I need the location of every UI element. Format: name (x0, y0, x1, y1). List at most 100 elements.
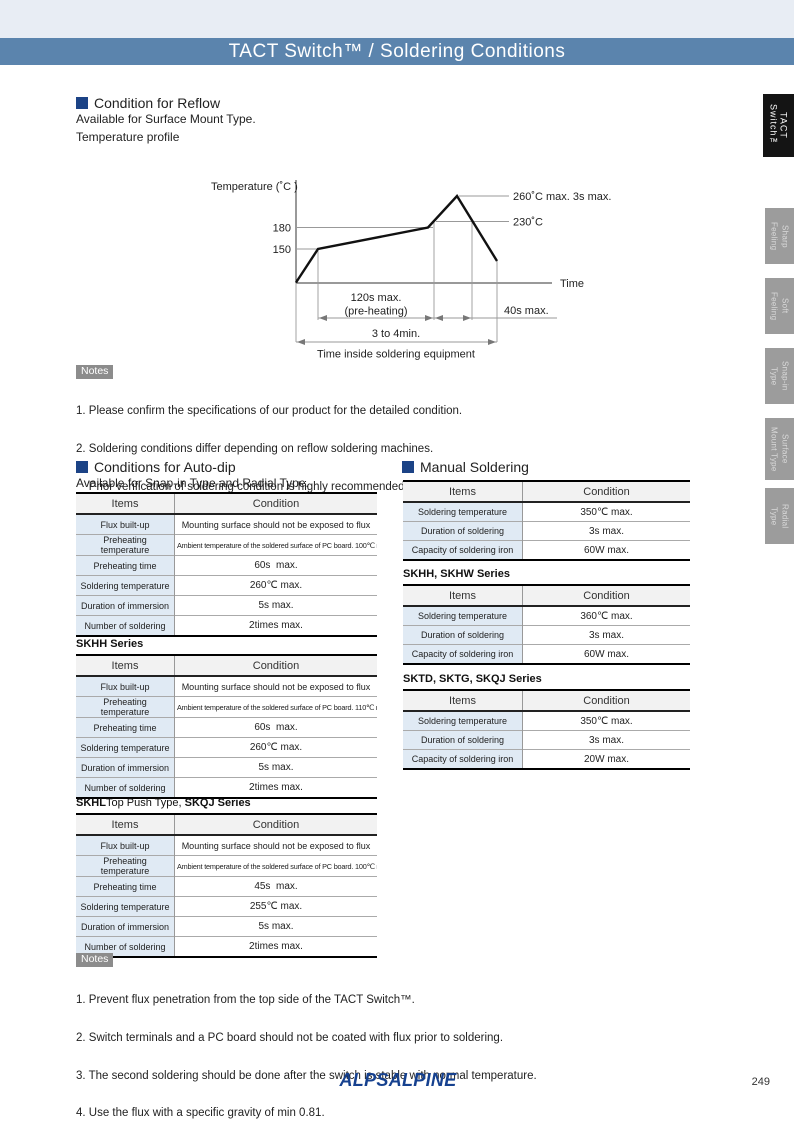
table-row: Duration of soldering 3s max. (403, 730, 690, 750)
item-cell: Capacity of soldering iron (403, 644, 523, 664)
col-header-condition: Condition (174, 493, 377, 515)
skhl-skqj-series-table: Items Condition Flux built-up Mounting surf… (76, 813, 377, 958)
condition-cell: Ambient temperature of the soldered surf… (174, 534, 377, 556)
table-row: Number of soldering 2times max. (76, 936, 377, 957)
cool-time-label: 40s max. (504, 305, 549, 317)
condition-cell: 255℃ max. (174, 896, 377, 917)
table-row: Capacity of soldering iron 20W max. (403, 749, 690, 769)
item-cell: Soldering temperature (403, 501, 523, 522)
sidebar-tab-snap-in-type[interactable]: Snap-in Type (765, 348, 794, 404)
condition-cell: 2times max. (174, 777, 377, 798)
table-row: Preheating time 60s max. (76, 555, 377, 576)
preheat-note-label: (pre-heating) (345, 306, 408, 318)
square-bullet-icon (76, 461, 88, 473)
table-row: Preheating time 45s max. (76, 876, 377, 897)
table-row: Flux built-up Mounting surface should not… (76, 834, 377, 856)
table-row: Preheating time 60s max. (76, 717, 377, 738)
item-cell: Capacity of soldering iron (403, 749, 523, 769)
item-cell: Duration of immersion (76, 595, 175, 616)
page-title-text: TACT Switch™ / Soldering Conditions (228, 41, 566, 62)
reflow-notes: 1. Please confirm the specifications of … (76, 381, 462, 518)
item-cell: Duration of soldering (403, 521, 523, 541)
note-line: 1. Please confirm the specifications of … (76, 405, 463, 417)
level-annotation: 230˚C (513, 217, 543, 229)
condition-cell: Ambient temperature of the soldered surf… (174, 696, 377, 718)
table-row: Preheating temperature Ambient temperatur… (76, 855, 377, 877)
table-row: Number of soldering 2times max. (76, 777, 377, 798)
sidebar-tab-sharp-feeling[interactable]: Sharp Feeling (765, 208, 794, 264)
tick-180: 180 (273, 223, 291, 235)
col-header-items: Items (76, 655, 175, 677)
note-line: 2. Switch terminals and a PC board shoul… (76, 1031, 504, 1044)
condition-cell: Mounting surface should not be exposed t… (174, 675, 377, 697)
sktd-sktg-skqj-series-table: Items Condition Soldering temperature 350℃ … (403, 689, 690, 770)
peak-annotation: 260˚C max. 3s max. (513, 191, 611, 203)
col-header-condition: Condition (174, 655, 377, 677)
dimension-arrowheads (297, 315, 496, 345)
condition-cell: 60s max. (174, 555, 377, 576)
condition-cell: 2times max. (174, 936, 377, 957)
preheat-time-label: 120s max. (351, 292, 402, 304)
item-cell: Preheating time (76, 876, 175, 897)
condition-cell: 260℃ max. (174, 737, 377, 758)
condition-cell: 5s max. (174, 595, 377, 616)
table-row: Soldering temperature 350℃ max. (403, 710, 690, 731)
notes-badge: Notes (76, 365, 114, 379)
table-row: Preheating temperature Ambient temperatur… (76, 534, 377, 556)
table-row: Soldering temperature 360℃ max. (403, 605, 690, 626)
series-title-sktd-sktg-skqj: SKTD, SKTG, SKQJ Series (403, 673, 542, 685)
col-header-items: Items (403, 481, 523, 503)
skhh-skhw-series-table: Items Condition Soldering temperature 360℃ … (403, 584, 690, 665)
condition-cell: 60s max. (174, 717, 377, 738)
table-row: Capacity of soldering iron 60W max. (403, 540, 690, 560)
condition-cell: Mounting surface should not be exposed t… (174, 513, 377, 535)
col-header-condition: Condition (522, 481, 690, 503)
item-cell: Duration of immersion (76, 916, 175, 937)
table-row: Soldering temperature 350℃ max. (403, 501, 690, 522)
skhh-series-table: Items Condition Flux built-up Mounting surf… (76, 654, 377, 799)
sidebar-tab-radial-type[interactable]: Radial Type (765, 488, 794, 544)
table-row: Flux built-up Mounting surface should not… (76, 513, 377, 535)
condition-cell: 3s max. (522, 730, 690, 750)
table-row: Number of soldering 2times max. (76, 615, 377, 636)
notes-badge: Notes (76, 953, 114, 967)
condition-cell: 260℃ max. (174, 575, 377, 596)
series-title-skhl-skqj: SKHLTop Push Type, SKQJ Series (76, 797, 251, 809)
item-cell: Capacity of soldering iron (403, 540, 523, 560)
table-header-row: Items Condition (403, 481, 690, 503)
item-cell: Soldering temperature (403, 710, 523, 731)
table-row: Soldering temperature 260℃ max. (76, 575, 377, 596)
item-cell: Preheating temperature (76, 855, 175, 877)
condition-cell: 5s max. (174, 916, 377, 937)
sidebar-tab-soft-feeling[interactable]: Soft Feeling (765, 278, 794, 334)
autodip-subheading: Available for Snap-in Type and Radial Ty… (76, 476, 309, 490)
item-cell: Soldering temperature (403, 605, 523, 626)
item-cell: Number of soldering (76, 615, 175, 636)
condition-cell: 60W max. (522, 540, 690, 560)
chart-caption: Time inside soldering equipment (317, 349, 475, 361)
item-cell: Duration of soldering (403, 625, 523, 645)
item-cell: Soldering temperature (76, 737, 175, 758)
alpsalpine-logo: ALPSALPINE (339, 1070, 457, 1090)
manual-heading: Manual Soldering (402, 459, 529, 475)
table-row: Soldering temperature 260℃ max. (76, 737, 377, 758)
table-row: Preheating temperature Ambient temperatur… (76, 696, 377, 718)
note-line: 4. Use the flux with a specific gravity … (76, 1107, 325, 1120)
table-header-row: Items Condition (76, 655, 377, 677)
page-number: 249 (751, 1076, 770, 1088)
condition-cell: 350℃ max. (522, 501, 690, 522)
item-cell: Preheating time (76, 555, 175, 576)
sidebar-tab-surface-mount-type[interactable]: Surface Mount Type (765, 418, 794, 480)
col-header-items: Items (403, 585, 523, 607)
series-title-skhh: SKHH Series (76, 638, 144, 650)
condition-cell: 5s max. (174, 757, 377, 778)
item-cell: Flux built-up (76, 834, 175, 856)
item-cell: Preheating temperature (76, 534, 175, 556)
note-line: 1. Prevent flux penetration from the top… (76, 994, 415, 1006)
condition-cell: Mounting surface should not be exposed t… (174, 834, 377, 856)
sidebar-tab-tact-switch[interactable]: TACT Switch™ (763, 94, 794, 157)
item-cell: Soldering temperature (76, 896, 175, 917)
temperature-profile-label: Temperature profile (76, 130, 180, 144)
table-header-row: Items Condition (403, 690, 690, 712)
